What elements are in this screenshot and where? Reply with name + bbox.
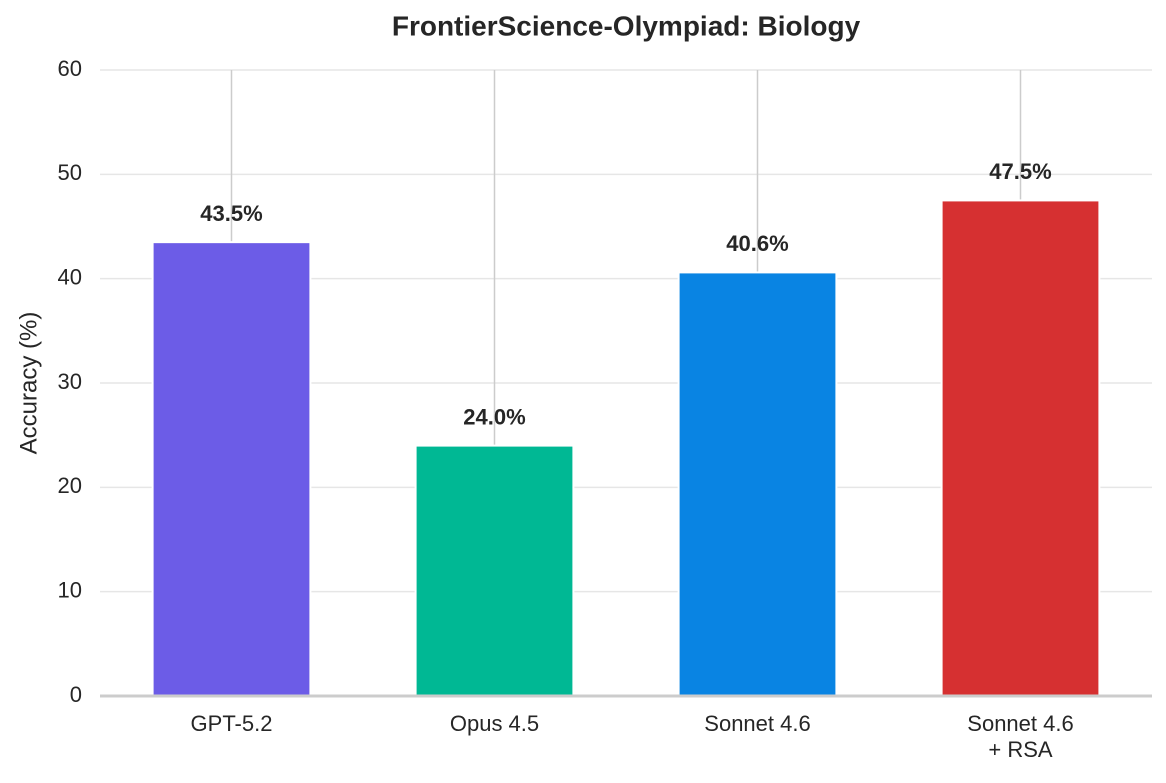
y-tick-label: 30: [58, 369, 82, 394]
x-tick-label: Sonnet 4.6 + RSA: [967, 711, 1074, 762]
y-tick-label: 50: [58, 160, 82, 185]
y-tick-label: 60: [58, 56, 82, 81]
value-label: 40.6%: [726, 231, 788, 256]
bar: [677, 271, 838, 697]
value-label: 47.5%: [989, 159, 1051, 184]
x-tick-label: GPT-5.2: [190, 711, 273, 736]
y-axis-label: Accuracy (%): [15, 312, 42, 455]
value-label: 24.0%: [463, 404, 525, 429]
bar: [151, 241, 312, 697]
x-tick-label: Opus 4.5: [449, 711, 540, 736]
x-tick-label: Sonnet 4.6: [704, 711, 811, 736]
bar: [940, 199, 1101, 698]
y-tick-label: 20: [58, 473, 82, 498]
value-label: 43.5%: [200, 201, 262, 226]
chart-title: FrontierScience-Olympiad: Biology: [392, 10, 861, 41]
y-tick-label: 10: [58, 577, 82, 602]
y-tick-label: 40: [58, 264, 82, 289]
y-tick-label: 0: [70, 682, 82, 707]
bar: [414, 444, 575, 697]
